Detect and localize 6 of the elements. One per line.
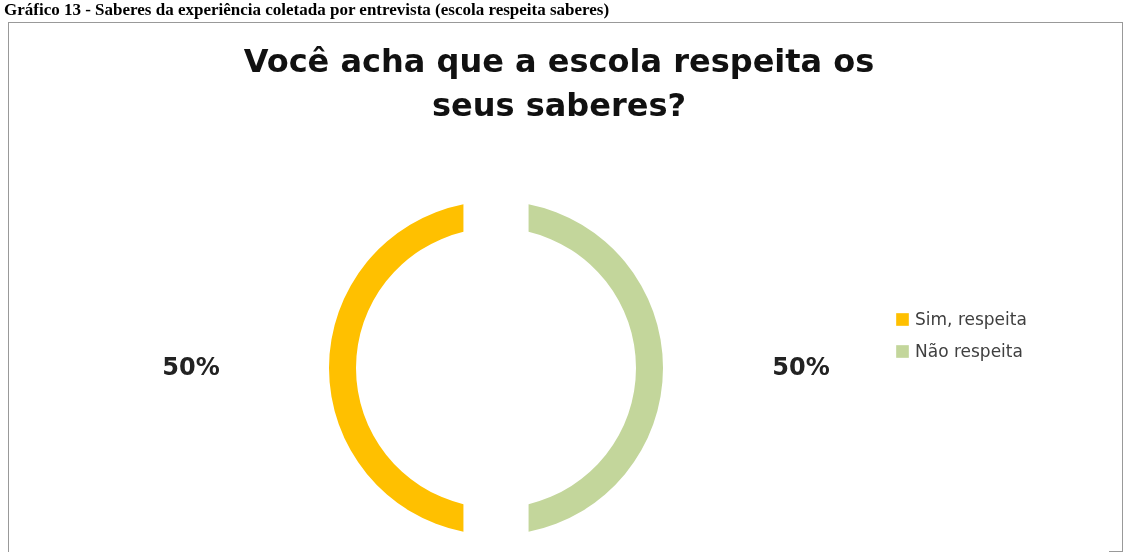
data-label: 50% (162, 353, 220, 381)
text: Gráfico 13 - Saberes da experiência coletada por entrevista (escola respeita saberes) (3, 0, 611, 21)
legend-label: Sim, respeita (915, 308, 1027, 329)
legend-label: Não respeita (915, 340, 1023, 361)
chart-title: Você acha que a escola respeita os seus saberes? (243, 42, 875, 124)
data-label: 50% (772, 353, 830, 381)
